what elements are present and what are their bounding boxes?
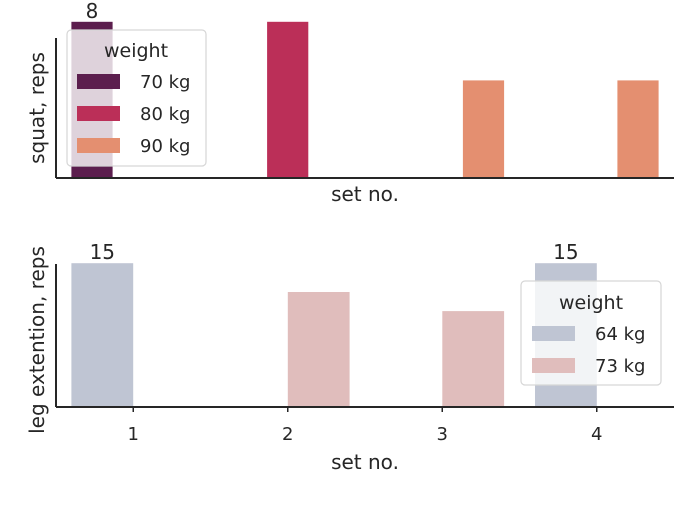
legend-entry-label: 90 kg [140, 136, 190, 157]
legend-entry-label: 70 kg [140, 72, 190, 93]
bar [71, 263, 134, 407]
y-axis-label: leg extention, reps [25, 246, 49, 434]
legend-entry-label: 64 kg [595, 324, 645, 345]
data-label: 15 [90, 240, 115, 264]
legend: weight 64 kg 73 kg [520, 280, 662, 386]
legend-title: weight [104, 40, 168, 62]
y-axis-label: squat, reps [25, 52, 49, 164]
x-tick-label: 4 [591, 424, 602, 445]
x-tick-label: 2 [282, 424, 293, 445]
subplot-squat: 8 set no. squat, reps weight 70 kg 80 kg… [25, 0, 674, 206]
data-labels-leg-extention: 15 15 [90, 240, 579, 264]
legend-entry-label: 73 kg [595, 356, 645, 377]
legend-swatch [77, 74, 120, 89]
x-axis-label: set no. [331, 450, 399, 474]
legend-swatch [77, 138, 120, 153]
bar [267, 21, 309, 178]
x-tick-labels: 1 2 3 4 [128, 407, 602, 445]
legend-box [66, 29, 207, 167]
x-tick-label: 3 [437, 424, 448, 445]
bars-leg-extention [71, 263, 597, 407]
bar [442, 311, 505, 407]
legend: weight 70 kg 80 kg 90 kg [66, 29, 207, 167]
legend-swatch [532, 326, 575, 341]
legend-swatch [532, 358, 575, 373]
bar [462, 80, 505, 178]
data-labels-squat: 8 [86, 0, 99, 23]
x-tick-label: 1 [128, 424, 139, 445]
x-axis-label: set no. [331, 182, 399, 206]
legend-title: weight [559, 292, 623, 314]
bar [287, 292, 350, 407]
legend-swatch [77, 106, 120, 121]
legend-entry-label: 80 kg [140, 104, 190, 125]
data-label: 8 [86, 0, 99, 23]
bar [617, 80, 659, 178]
data-label: 15 [553, 240, 578, 264]
